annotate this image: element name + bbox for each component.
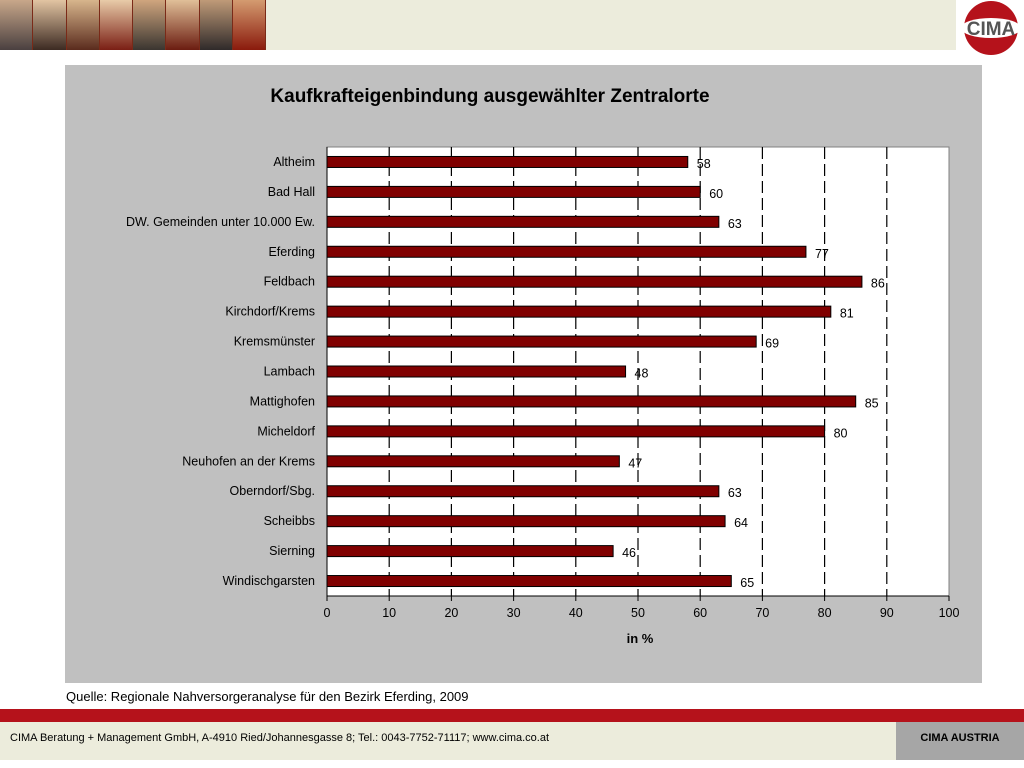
x-tick-label: 90 (880, 606, 894, 620)
category-label: Eferding (268, 245, 315, 259)
cima-logo: CIMA (961, 1, 1021, 55)
category-label: Micheldorf (257, 424, 315, 438)
x-tick-label: 40 (569, 606, 583, 620)
category-label: Oberndorf/Sbg. (230, 484, 315, 498)
footer-brand: CIMA AUSTRIA (920, 732, 1000, 744)
bar-chart: Altheim 58 Bad Hall 60 DW. Gemeinden unter 1… (126, 146, 960, 646)
bar (326, 575, 732, 588)
footer-address: CIMA Beratung + Management GmbH, A-4910 … (10, 732, 550, 744)
source-note: Quelle: Regionale Nahversorgeranalyse fü… (66, 689, 469, 704)
category-label: Neuhofen an der Krems (182, 454, 315, 468)
portrait-photo (166, 0, 200, 50)
x-axis-title: in % (627, 631, 654, 646)
bar (326, 485, 720, 498)
data-label: 86 (871, 277, 885, 291)
portrait-photo (33, 0, 67, 50)
x-tick-label: 30 (507, 606, 521, 620)
footer-band (0, 722, 896, 760)
data-label: 77 (815, 247, 829, 261)
x-tick-label: 10 (382, 606, 396, 620)
category-label: Sierning (269, 544, 315, 558)
x-tick-label: 100 (939, 606, 960, 620)
x-tick-label: 80 (818, 606, 832, 620)
bar (326, 365, 627, 378)
category-label: Scheibbs (264, 514, 315, 528)
x-tick-label: 0 (324, 606, 331, 620)
category-label: Feldbach (264, 275, 315, 289)
x-tick-label: 60 (693, 606, 707, 620)
x-tick-label: 50 (631, 606, 645, 620)
data-label: 60 (709, 187, 723, 201)
category-label: Bad Hall (268, 185, 315, 199)
bar (326, 185, 701, 198)
data-label: 69 (765, 337, 779, 351)
category-label: Kirchdorf/Krems (225, 305, 315, 319)
data-label: 63 (728, 217, 742, 231)
chart-panel: Kaufkrafteigenbindung ausgewählter Zentr… (65, 65, 982, 683)
x-tick-label: 20 (444, 606, 458, 620)
portrait-photo (232, 0, 266, 50)
category-label: Kremsmünster (234, 335, 315, 349)
footer-red-band (0, 709, 1024, 722)
data-label: 64 (734, 516, 748, 530)
bar (326, 515, 726, 528)
portrait-photo (66, 0, 100, 50)
bar (326, 245, 807, 258)
data-label: 46 (622, 546, 636, 560)
bar (326, 305, 832, 318)
bar (326, 425, 826, 438)
bar (326, 155, 689, 168)
category-label: Lambach (264, 365, 315, 379)
category-label: Mattighofen (250, 394, 315, 408)
team-photo-strip (0, 0, 266, 50)
bar (326, 215, 720, 228)
data-label: 80 (834, 426, 848, 440)
data-label: 63 (728, 486, 742, 500)
portrait-photo (0, 0, 34, 50)
bar (326, 395, 857, 408)
x-tick-label: 70 (755, 606, 769, 620)
data-label: 47 (628, 456, 642, 470)
data-label: 58 (697, 157, 711, 171)
data-label: 65 (740, 576, 754, 590)
category-label: Windischgarsten (223, 574, 315, 588)
chart-title: Kaufkrafteigenbindung ausgewählter Zentr… (270, 86, 710, 107)
portrait-photo (199, 0, 233, 50)
bar (326, 545, 614, 558)
data-label: 48 (635, 367, 649, 381)
category-label: Altheim (273, 155, 315, 169)
logo-text: CIMA (967, 19, 1016, 40)
bar (326, 335, 757, 348)
data-label: 85 (865, 396, 879, 410)
portrait-photo (99, 0, 133, 50)
portrait-photo (133, 0, 167, 50)
footer-brand-box (896, 722, 1024, 760)
category-label: DW. Gemeinden unter 10.000 Ew. (126, 215, 315, 229)
data-label: 81 (840, 307, 854, 321)
header: CIMA (0, 0, 1024, 55)
bar (326, 275, 863, 288)
header-band (266, 0, 956, 50)
bar (326, 455, 620, 468)
